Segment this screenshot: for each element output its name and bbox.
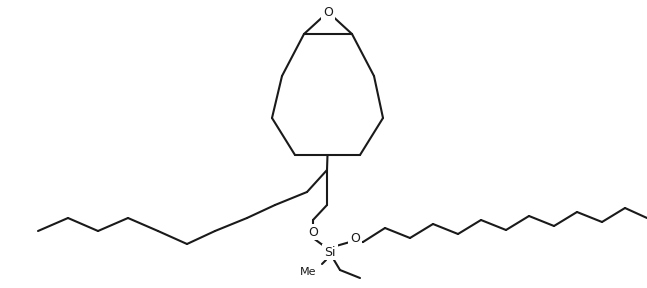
Text: Si: Si bbox=[324, 245, 336, 259]
Text: O: O bbox=[350, 232, 360, 245]
Text: Me: Me bbox=[300, 267, 316, 277]
Text: O: O bbox=[308, 226, 318, 238]
Text: O: O bbox=[323, 5, 333, 18]
